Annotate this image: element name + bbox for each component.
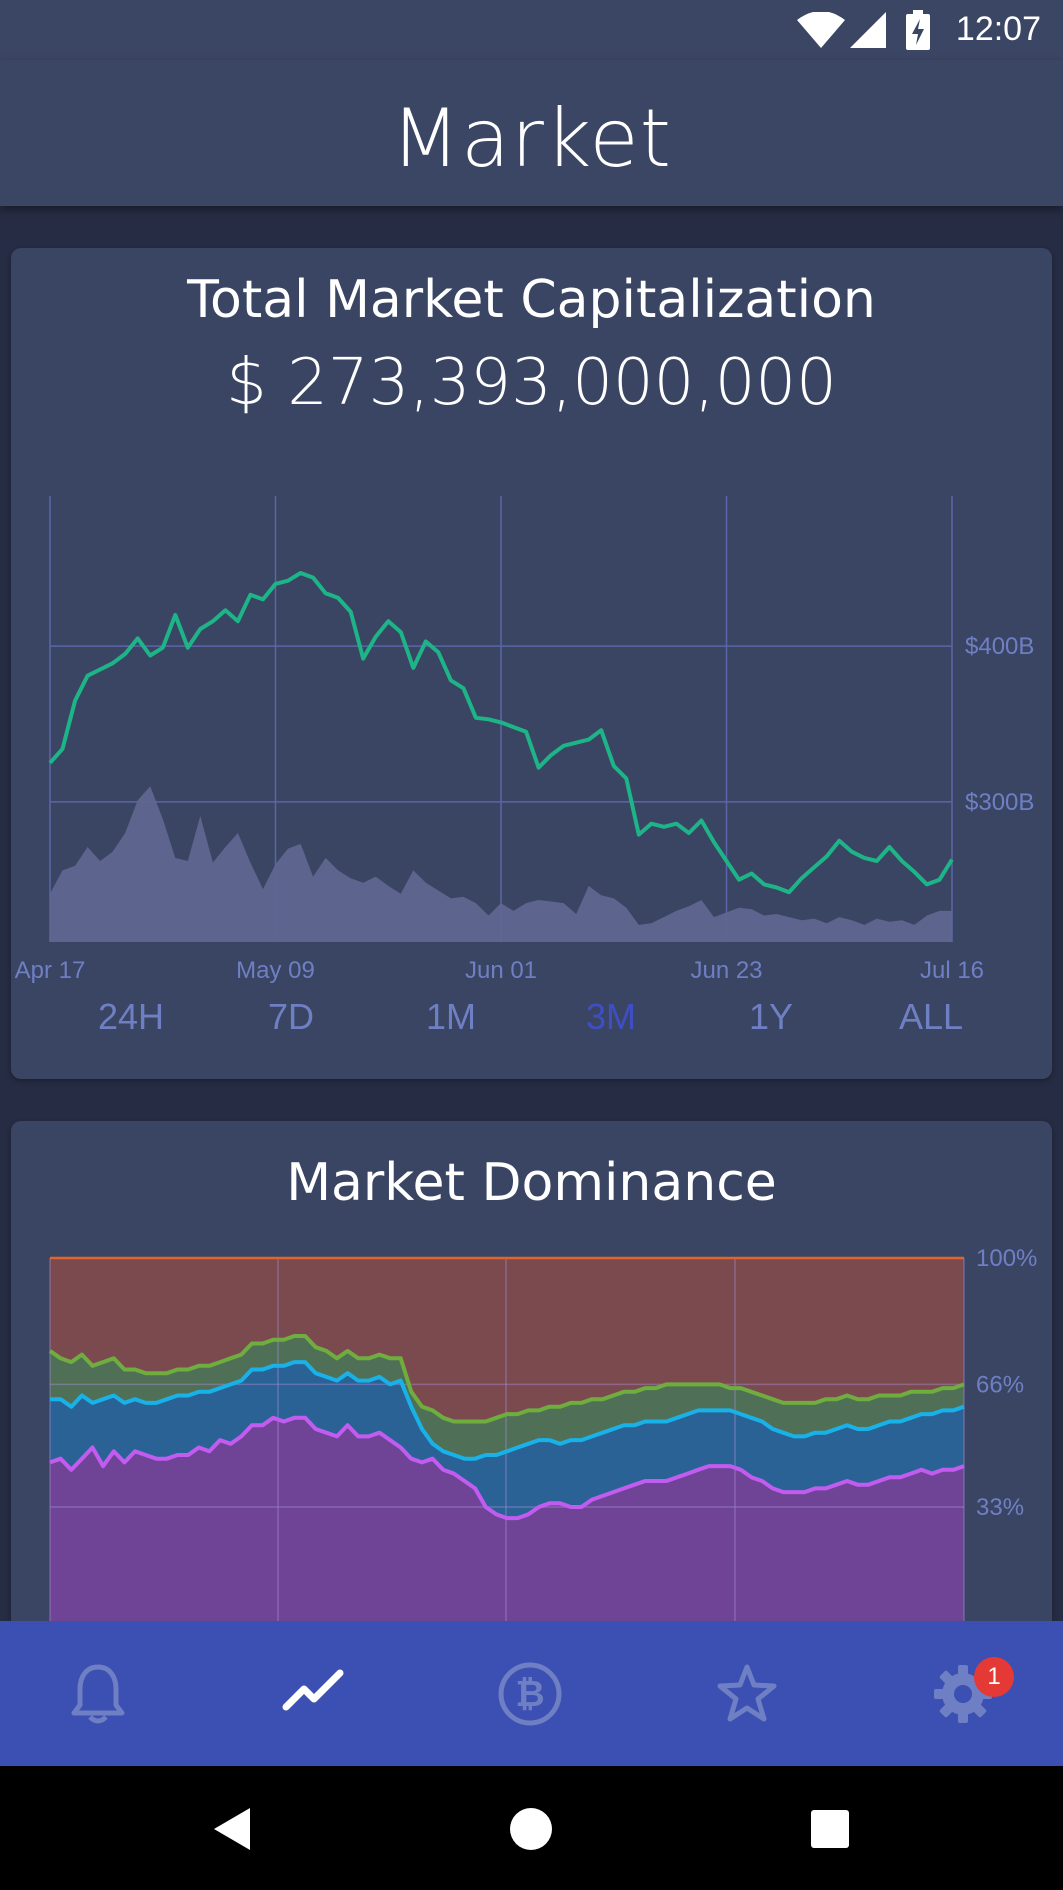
- svg-text:₿: ₿: [515, 1673, 544, 1714]
- y-tick-label: $300B: [965, 789, 1034, 816]
- nav-alerts[interactable]: [38, 1621, 158, 1766]
- market-dominance-chart[interactable]: 100% 66% 33%: [11, 1121, 1052, 1721]
- market-cap-line: [48, 571, 954, 895]
- range-button-24h[interactable]: 24H: [97, 996, 165, 1037]
- x-tick-label: May 09: [236, 957, 315, 984]
- back-icon[interactable]: [212, 1806, 252, 1852]
- range-button-1y[interactable]: 1Y: [748, 996, 794, 1037]
- nav-favorites[interactable]: [688, 1621, 808, 1766]
- x-tick-label: Apr 17: [15, 957, 86, 984]
- market-cap-chart[interactable]: Apr 17 May 09 Jun 01 Jun 23 Jul 16 $400B $300B: [11, 456, 1052, 986]
- wifi-icon: [797, 12, 845, 48]
- dominance-series-3-line: [48, 1334, 965, 1424]
- volume-area: [50, 786, 952, 942]
- bottom-navigation: ₿ 1: [0, 1621, 1063, 1766]
- y-tick-label: 100%: [976, 1245, 1037, 1272]
- system-navigation-bar: [0, 1766, 1063, 1890]
- y-tick-label: 66%: [976, 1371, 1024, 1398]
- trending-icon: [282, 1669, 344, 1711]
- recents-icon[interactable]: [810, 1809, 850, 1849]
- app-bar: Market: [0, 60, 1063, 206]
- x-tick-label: Jun 23: [690, 957, 762, 984]
- home-icon[interactable]: [509, 1807, 553, 1851]
- x-tick-label: Jul 16: [920, 957, 984, 984]
- cell-signal-icon: [850, 12, 886, 48]
- y-tick-label: $400B: [965, 633, 1034, 660]
- bell-icon: [71, 1664, 125, 1724]
- status-time: 12:07: [955, 10, 1041, 48]
- market-cap-title: Total Market Capitalization: [187, 270, 876, 330]
- market-cap-value: $ 273,393,000,000: [226, 346, 837, 420]
- market-dominance-title: Market Dominance: [286, 1153, 777, 1213]
- battery-charging-icon: [906, 10, 930, 50]
- dominance-series-2-line: [50, 1360, 965, 1461]
- range-button-3m[interactable]: 3M: [585, 996, 636, 1037]
- nav-settings[interactable]: 1: [904, 1621, 1024, 1766]
- x-tick-label: Jun 01: [465, 957, 537, 984]
- time-range-selector: 24H 7D 1M 3M 1Y ALL: [11, 996, 1052, 1056]
- range-button-1m[interactable]: 1M: [425, 996, 476, 1037]
- dominance-series-1-line: [49, 1415, 965, 1521]
- nav-market[interactable]: [254, 1621, 374, 1766]
- notification-badge: 1: [974, 1657, 1014, 1697]
- range-button-all[interactable]: ALL: [898, 996, 964, 1037]
- page-title: Market: [391, 92, 672, 185]
- status-bar: 12:07: [0, 0, 1063, 60]
- range-button-7d[interactable]: 7D: [267, 996, 315, 1037]
- y-tick-label: 33%: [976, 1494, 1024, 1521]
- market-cap-card: Total Market Capitalization $ 273,393,00…: [11, 248, 1052, 1079]
- nav-coins[interactable]: ₿: [471, 1621, 591, 1766]
- star-icon: [717, 1664, 777, 1722]
- bitcoin-icon: ₿: [498, 1662, 562, 1726]
